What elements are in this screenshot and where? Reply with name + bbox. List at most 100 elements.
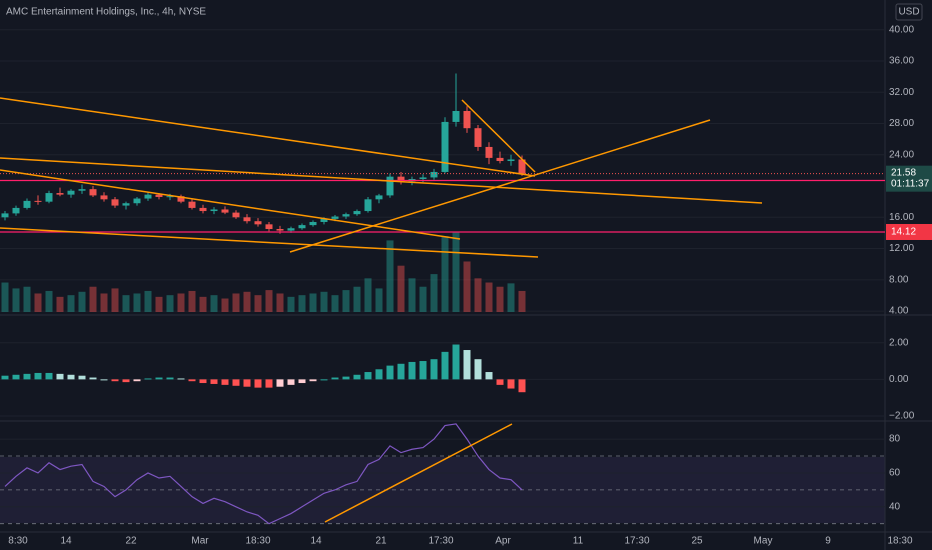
currency-box[interactable] xyxy=(895,3,923,21)
macd-bar xyxy=(265,379,273,388)
candle-body xyxy=(221,209,229,213)
macd-bar xyxy=(430,359,438,380)
trendline xyxy=(0,97,536,177)
volume-bar xyxy=(375,288,383,312)
x-tick-label: May xyxy=(754,536,773,547)
candle-body xyxy=(397,176,405,182)
macd-bar xyxy=(298,379,306,384)
volume-bar xyxy=(177,293,185,312)
candle-body xyxy=(56,193,64,195)
volume-bar xyxy=(144,290,152,312)
volume-bar xyxy=(232,293,240,312)
x-tick-label: 14 xyxy=(60,536,72,547)
volume-bar xyxy=(254,295,262,312)
y-tick-label: 28.00 xyxy=(889,118,914,129)
volume-bar xyxy=(67,295,75,312)
macd-bar xyxy=(199,379,207,384)
volume-bar xyxy=(386,240,394,312)
candle-body xyxy=(452,110,460,122)
candle-body xyxy=(100,195,108,200)
macd-bar xyxy=(452,344,460,380)
volume-bar xyxy=(34,293,42,312)
candle-body xyxy=(276,229,284,231)
volume-bar xyxy=(1,282,9,312)
y-tick-label: −2.00 xyxy=(889,411,915,422)
volume-bar xyxy=(474,278,482,312)
x-tick-label: 21 xyxy=(375,536,387,547)
volume-bar xyxy=(397,265,405,312)
price-label-box xyxy=(886,223,932,240)
macd-bar xyxy=(397,363,405,380)
macd-bar xyxy=(188,379,196,382)
y-tick-label: 80 xyxy=(889,434,901,445)
candle-body xyxy=(111,199,119,206)
volume-bar xyxy=(133,293,141,312)
macd-bar xyxy=(342,376,350,380)
candle-body xyxy=(419,177,427,179)
y-tick-label: 40.00 xyxy=(889,24,914,35)
macd-bar xyxy=(441,351,449,380)
macd-bar xyxy=(276,379,284,387)
volume-bar xyxy=(485,282,493,312)
y-tick-label: 24.00 xyxy=(889,149,914,160)
volume-bar xyxy=(265,290,273,312)
trendlines xyxy=(0,97,763,523)
x-tick-label: 8:30 xyxy=(8,536,28,547)
y-tick-label: 0.00 xyxy=(889,374,909,385)
macd-bar xyxy=(144,378,152,380)
last-price: 21.58 xyxy=(891,167,916,178)
macd-bar xyxy=(133,379,141,382)
price-label: 14.12 xyxy=(891,227,916,238)
trendline xyxy=(461,99,536,173)
volume-bar xyxy=(430,274,438,312)
candle-body xyxy=(496,157,504,162)
candle-body xyxy=(177,196,185,202)
candle-body xyxy=(474,128,482,147)
volume-bar xyxy=(12,288,20,312)
x-tick-label: 18:30 xyxy=(887,536,912,547)
last-price-box xyxy=(886,165,932,192)
volume-bar xyxy=(463,261,471,312)
candle-body xyxy=(67,190,75,195)
candle-body xyxy=(265,224,273,230)
macd-bar xyxy=(89,377,97,380)
candle-body xyxy=(320,218,328,222)
volume-bar xyxy=(100,293,108,312)
candle-body xyxy=(353,211,361,215)
volume-bar xyxy=(243,291,251,312)
candle-body xyxy=(210,209,218,212)
macd-bar xyxy=(309,379,317,382)
macd-bar xyxy=(78,375,86,380)
macd-bar xyxy=(34,372,42,380)
volume-bar xyxy=(188,290,196,312)
macd-bar xyxy=(287,379,295,385)
candle-body xyxy=(89,189,97,196)
volume-bar xyxy=(276,293,284,312)
candle-body xyxy=(1,213,9,218)
macd-bar xyxy=(496,379,504,385)
y-tick-label: 2.00 xyxy=(889,337,909,348)
candle-body xyxy=(34,200,42,202)
macd-bar xyxy=(408,361,416,380)
candle-body xyxy=(133,198,141,204)
macd-bar xyxy=(518,379,526,393)
volume-bar xyxy=(122,295,130,312)
volume-bar xyxy=(496,286,504,312)
candle-body xyxy=(155,194,163,197)
volume-bar xyxy=(331,295,339,312)
volume-bar xyxy=(342,290,350,312)
macd-bar xyxy=(56,373,64,380)
trendline xyxy=(0,227,539,258)
macd-bar xyxy=(353,374,361,380)
x-tick-label: 17:30 xyxy=(428,536,453,547)
candle-body xyxy=(45,193,53,202)
macd-bar xyxy=(507,379,515,389)
currency[interactable]: USD xyxy=(898,7,919,18)
macd-bar xyxy=(232,379,240,386)
macd-bar xyxy=(474,359,482,380)
candle-body xyxy=(12,207,20,214)
volume-bar xyxy=(56,296,64,312)
candle-body xyxy=(375,195,383,200)
volume-bar xyxy=(298,295,306,312)
